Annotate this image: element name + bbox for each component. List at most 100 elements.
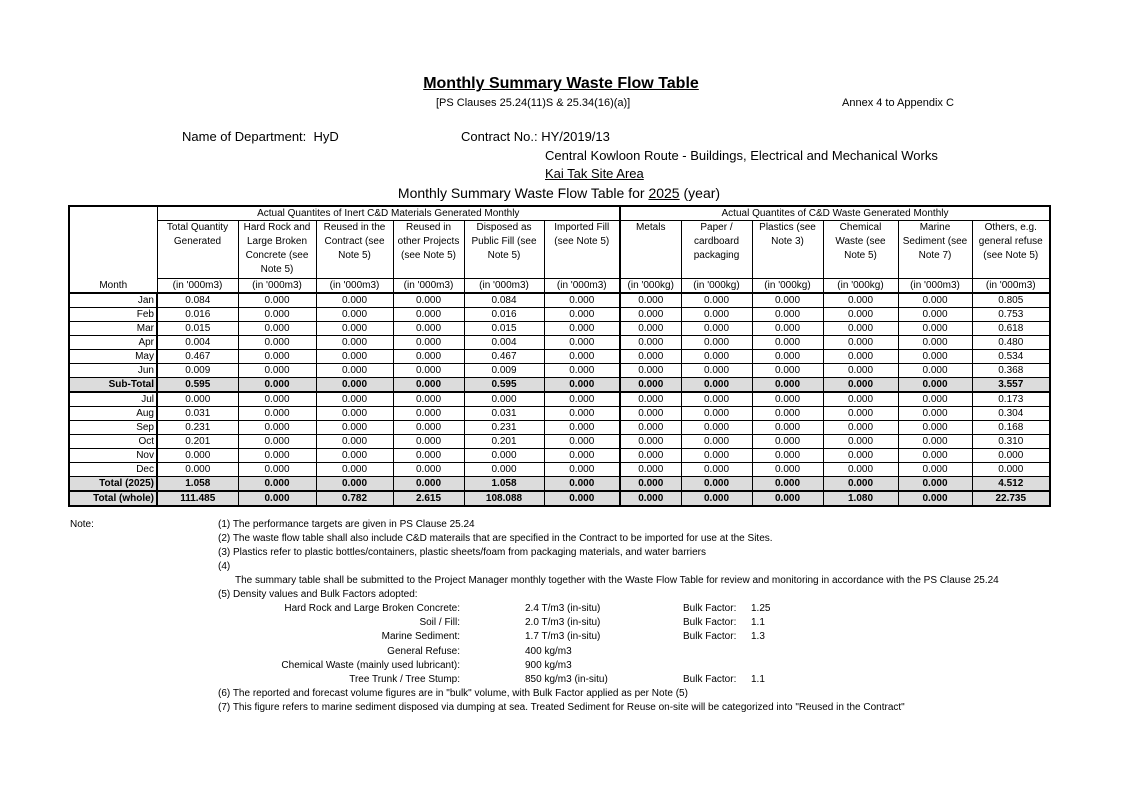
contract-label: Contract No.: [461,129,538,144]
cell-value: 0.753 [971,307,1051,322]
cell-value: 0.000 [237,420,317,435]
cell-value: 0.000 [315,349,394,364]
row-month: Nov [68,448,158,463]
bulk-factor-label: Bulk Factor: [683,603,737,614]
table-row: Jun 0.009 0.000 0.000 0.000 0.009 0.000 0.000 0.… [68,363,1051,378]
column-header: Reused in the Contract (see Note 5) [315,220,394,279]
cell-value: 0.000 [543,462,621,477]
cell-value: 0.000 [680,377,753,393]
cell-value: 0.009 [156,363,239,378]
cell-value: 0.000 [156,391,239,407]
title-text: Monthly Summary Waste Flow Table [423,75,699,92]
row-month: Total (2025) [68,476,158,492]
cell-value: 0.015 [156,321,239,336]
cell-value: 0.000 [751,420,824,435]
cell-value: 0.000 [237,321,317,336]
cell-value: 0.000 [392,434,465,449]
row-month: Sub-Total [68,377,158,393]
group-waste-header: Actual Quantites of C&D Waste Generated … [619,205,1051,221]
cell-value: 0.000 [822,476,899,492]
cell-value: 0.000 [543,420,621,435]
column-unit: (in '000kg) [751,278,824,294]
ps-clauses: [PS Clauses 25.24(11)S & 25.34(16)(a)] [436,97,631,109]
note-2: (2) The waste flow table shall also incl… [218,533,773,544]
row-month: Apr [68,335,158,350]
annex-label: Annex 4 to Appendix C [842,97,954,109]
cell-value: 0.000 [897,391,973,407]
note-5: (5) Density values and Bulk Factors adop… [218,589,418,600]
cell-value: 0.000 [315,406,394,421]
density-value: 400 kg/m3 [525,645,572,657]
cell-value: 0.000 [751,434,824,449]
cell-value: 0.000 [315,363,394,378]
column-unit: (in '000m3) [237,278,317,294]
cell-value: 0.000 [897,292,973,308]
contract-no: Contract No.: HY/2019/13 [461,129,610,144]
contract-value: HY/2019/13 [541,129,610,144]
density-material: Hard Rock and Large Broken Concrete: [284,603,460,614]
column-unit: (in '000m3) [897,278,973,294]
column-header: Imported Fill (see Note 5) [543,220,621,279]
cell-value: 0.000 [543,292,621,308]
column-unit: (in '000kg) [822,278,899,294]
cell-value: 0.000 [237,292,317,308]
cell-value: 0.000 [619,434,682,449]
cell-value: 0.000 [392,307,465,322]
cell-value: 0.000 [822,349,899,364]
cell-value: 0.000 [315,335,394,350]
cell-value: 0.000 [680,476,753,492]
table-title: Monthly Summary Waste Flow Table for 202… [0,185,1118,201]
bulk-factor-value: 1.1 [751,617,765,629]
cell-value: 0.231 [156,420,239,435]
cell-value: 0.000 [897,462,973,477]
cell-value: 0.000 [751,377,824,393]
cell-value: 0.000 [897,448,973,463]
cell-value: 0.000 [237,335,317,350]
cell-value: 0.000 [392,420,465,435]
cell-value: 0.000 [543,377,621,393]
cell-value: 0.000 [463,448,545,463]
cell-value: 0.000 [315,476,394,492]
cell-value: 0.000 [897,321,973,336]
table-row: Dec 0.000 0.000 0.000 0.000 0.000 0.000 0.000 0.… [68,462,1051,477]
site-name: Kai Tak Site Area [545,166,644,181]
column-unit: (in '000m3) [543,278,621,294]
row-month: Jun [68,363,158,378]
bulk-factor-label: Bulk Factor: [683,617,737,629]
cell-value: 0.000 [897,490,973,507]
cell-value: 1.058 [156,476,239,492]
density-value: 2.4 T/m3 (in-situ) [525,603,601,614]
row-month: Mar [68,321,158,336]
table-row: Jan 0.084 0.000 0.000 0.000 0.084 0.000 0.000 0.… [68,292,1051,308]
cell-value: 0.000 [156,462,239,477]
table-row: Total (2025) 1.058 0.000 0.000 0.000 1.058 0.0… [68,476,1051,492]
cell-value: 0.000 [751,363,824,378]
cell-value: 0.000 [751,391,824,407]
cell-value: 0.000 [463,391,545,407]
density-material: Chemical Waste (mainly used lubricant): [281,659,460,671]
cell-value: 0.000 [543,307,621,322]
cell-value: 0.000 [822,406,899,421]
cell-value: 0.467 [463,349,545,364]
column-header: Plastics (see Note 3) [751,220,824,279]
table-row: Jul 0.000 0.000 0.000 0.000 0.000 0.000 0.000 0.… [68,391,1051,407]
cell-value: 0.000 [897,406,973,421]
cell-value: 0.000 [751,307,824,322]
row-month: May [68,349,158,364]
cell-value: 0.000 [543,476,621,492]
cell-value: 0.805 [971,292,1051,308]
department-value: HyD [313,129,339,144]
department-label: Name of Department: [182,129,307,144]
cell-value: 0.618 [971,321,1051,336]
cell-value: 0.000 [680,292,753,308]
column-unit: (in '000m3) [463,278,545,294]
cell-value: 0.000 [751,335,824,350]
cell-value: 0.000 [619,377,682,393]
cell-value: 0.201 [156,434,239,449]
cell-value: 0.000 [897,363,973,378]
cell-value: 0.000 [680,363,753,378]
cell-value: 0.000 [392,292,465,308]
table-title-prefix: Monthly Summary Waste Flow Table for [397,185,645,201]
month-header: Month [68,205,158,294]
table-row: May 0.467 0.000 0.000 0.000 0.467 0.000 0.000 0.… [68,349,1051,364]
